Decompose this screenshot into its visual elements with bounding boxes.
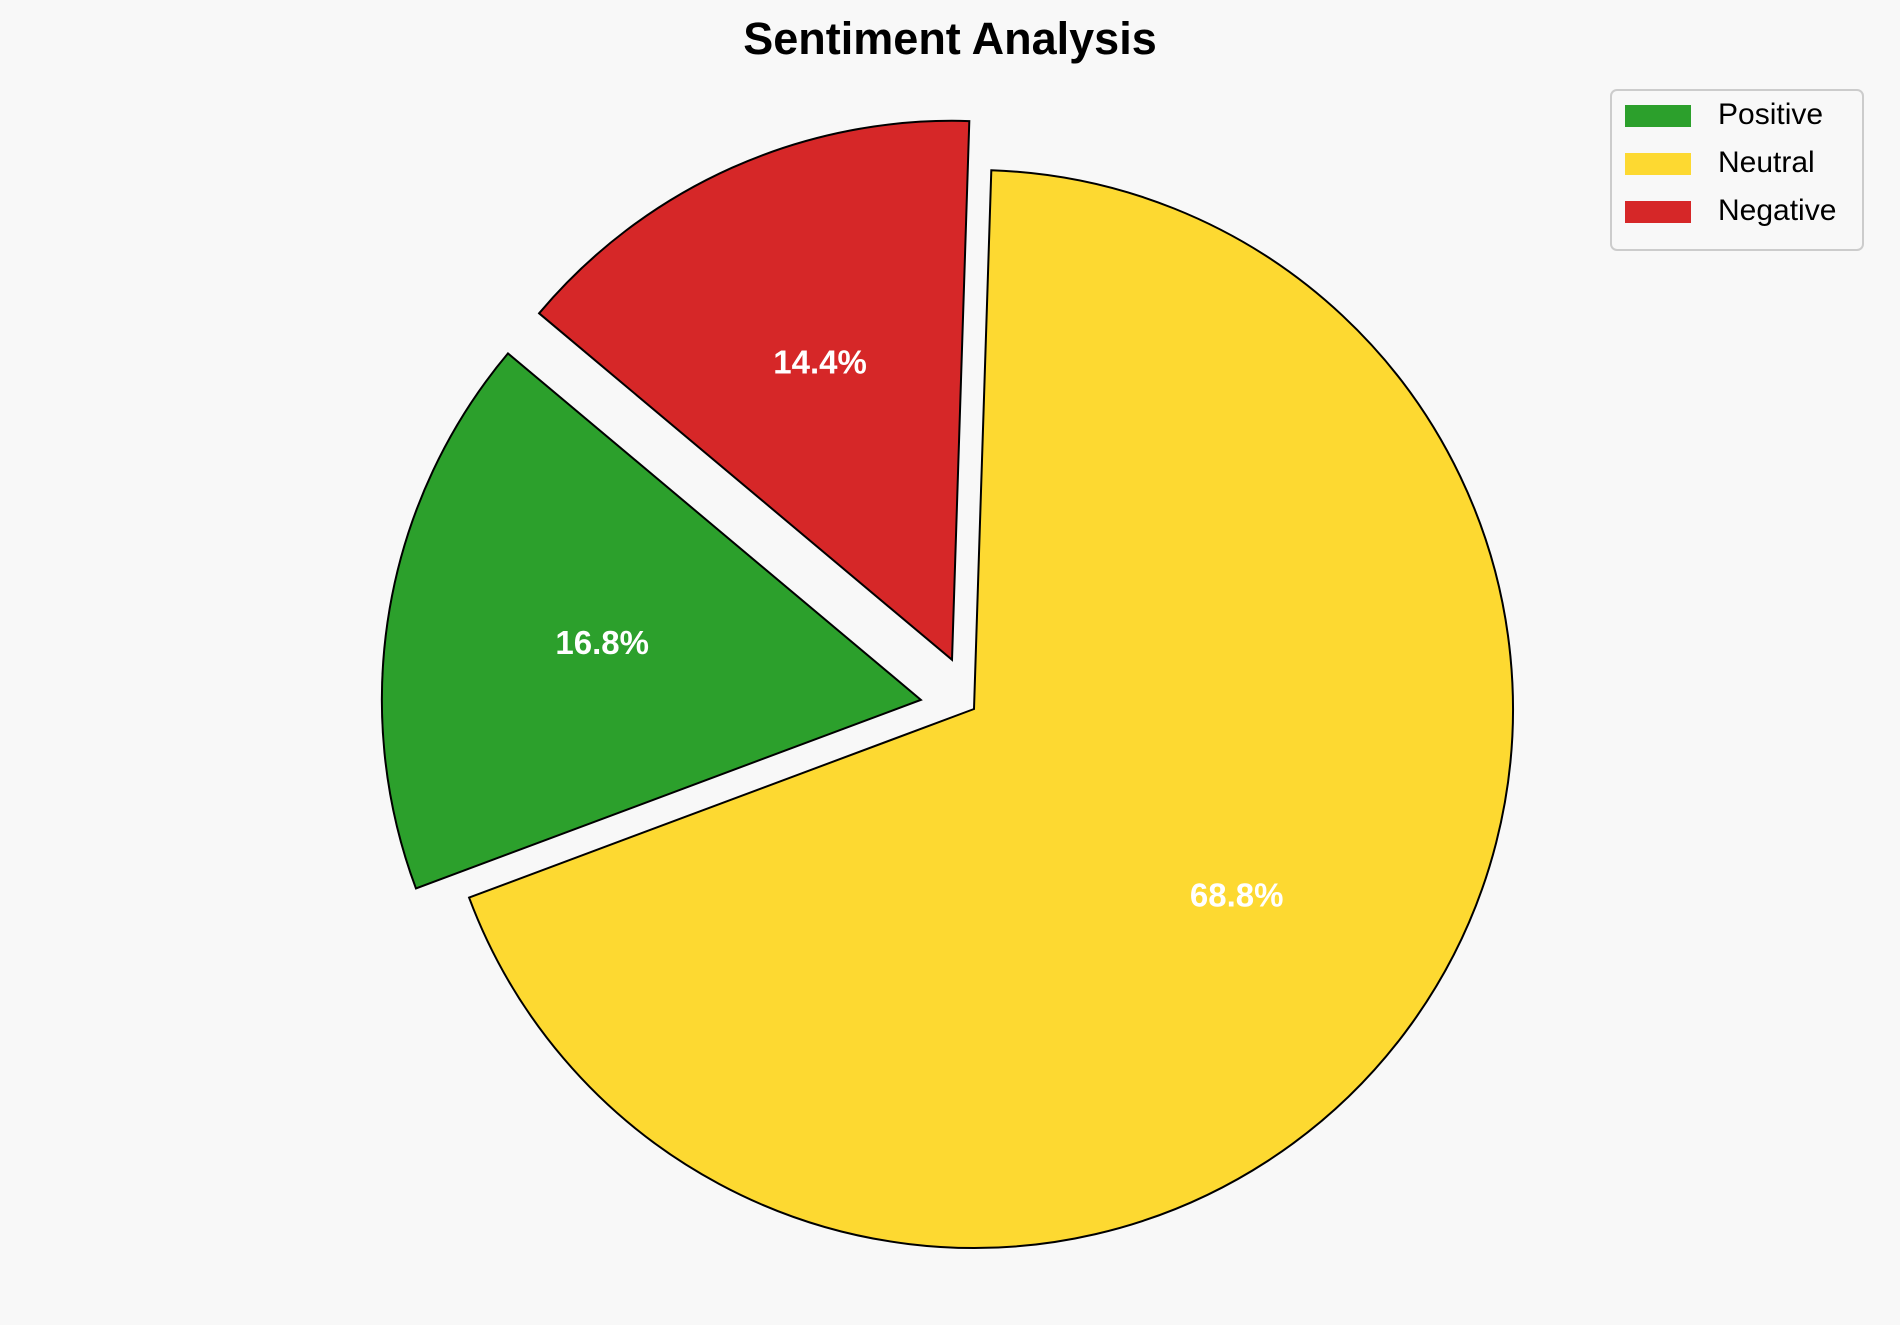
legend-label: Negative [1718,194,1836,227]
legend-label: Positive [1718,98,1823,131]
chart-title: Sentiment Analysis [743,13,1156,64]
legend-label: Neutral [1718,146,1815,179]
pie-slice [467,169,1514,1249]
legend-swatch [1625,153,1691,175]
slice-label: 68.8% [1190,876,1284,913]
pie-slice [537,119,971,662]
legend-swatch [1625,105,1691,127]
slice-label: 14.4% [773,343,867,380]
legend-swatch [1625,201,1691,223]
slice-label: 16.8% [555,624,649,661]
pie-slice [380,351,923,890]
